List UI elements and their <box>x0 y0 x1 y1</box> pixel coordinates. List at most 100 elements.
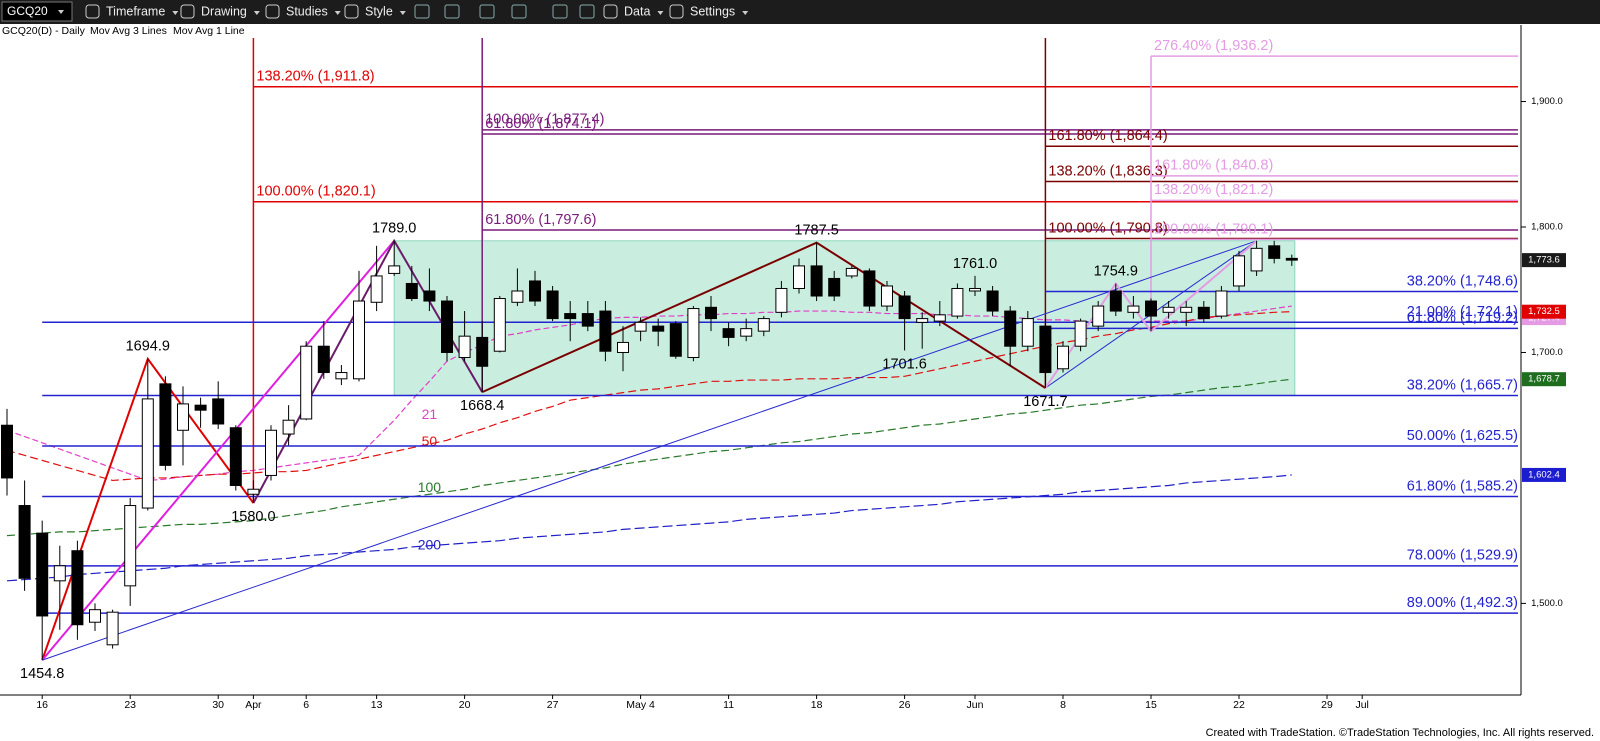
candle-body <box>828 277 841 297</box>
swing-label: 1761.0 <box>953 256 997 272</box>
dropdown-arrow <box>253 11 260 15</box>
swing-label: 1754.9 <box>1094 263 1138 279</box>
swing-label: 1701.6 <box>882 356 926 372</box>
swing-label: 1454.8 <box>20 666 64 682</box>
price-tag <box>1522 372 1566 387</box>
x-tick-label: 16 <box>36 699 48 711</box>
swing-label: 1580.0 <box>231 509 275 525</box>
candle-body <box>282 419 295 435</box>
x-tick-label: 22 <box>1233 699 1245 711</box>
candle-body <box>335 372 348 380</box>
candle-body <box>194 404 207 411</box>
fib-label: 38.20% (1,665.7) <box>1407 377 1518 393</box>
swing-label: 1671.7 <box>1023 394 1067 410</box>
x-tick-label: 6 <box>303 699 309 711</box>
candle-body <box>370 275 383 303</box>
fib-label: 161.80% (1,864.4) <box>1048 128 1167 144</box>
price-tag <box>1522 467 1566 482</box>
fib-label: 100.00% (1,790.8) <box>1048 220 1167 236</box>
dropdown-arrow <box>742 11 749 15</box>
fib-label: 138.20% (1,821.2) <box>1154 182 1273 198</box>
candle-body <box>722 328 735 338</box>
y-tick-label: 1,800.0 <box>1531 222 1563 233</box>
fib-label: 100.00% (1,877.4) <box>485 112 604 128</box>
toolbar-item[interactable]: Style <box>365 4 393 18</box>
candle-body <box>493 298 506 352</box>
fib-label: 100.00% (1,790.1) <box>1154 221 1273 237</box>
candle-body <box>1021 318 1034 347</box>
candle-body <box>740 328 753 337</box>
candle-body <box>388 265 401 274</box>
x-tick-label: 18 <box>811 699 823 711</box>
swing-label: 1789.0 <box>372 221 416 237</box>
toolbar-item[interactable]: Drawing <box>201 4 247 18</box>
candle-body <box>1074 320 1087 347</box>
toolbar-icon <box>479 4 495 19</box>
x-tick-label: 26 <box>899 699 911 711</box>
fib-label: 61.80% (1,719.2) <box>1407 310 1518 326</box>
swing-label: 1668.4 <box>460 398 504 414</box>
candle-body <box>423 290 436 302</box>
candle-body <box>1215 290 1228 317</box>
moving-average-label: 200 <box>418 536 442 552</box>
symbol-box[interactable] <box>1 1 73 22</box>
x-tick-label: Jun <box>967 699 984 711</box>
price-tag-label: 1,732.5 <box>1528 306 1560 317</box>
toolbar-item[interactable]: Studies <box>286 4 328 18</box>
candle-body <box>265 429 277 476</box>
swing-label: 1694.9 <box>126 339 170 355</box>
candle-body <box>898 295 911 320</box>
candle-body <box>141 398 154 509</box>
candle-body <box>845 267 858 277</box>
toolbar-item[interactable]: Timeframe <box>106 4 165 18</box>
footer: Created with TradeStation. ©TradeStation… <box>1206 727 1594 739</box>
dropdown-arrow <box>172 11 179 15</box>
candle-body <box>969 287 981 292</box>
toolbar-icon <box>265 4 280 19</box>
candle-body <box>229 427 242 486</box>
toolbar-icon <box>669 4 684 19</box>
dropdown-arrow <box>399 11 406 15</box>
candle-body <box>1 424 13 479</box>
candle-body <box>1145 300 1157 317</box>
fib-label: 138.20% (1,836.3) <box>1048 163 1167 179</box>
candle-body <box>1250 247 1263 272</box>
toolbar-item[interactable]: Settings <box>690 4 735 18</box>
dropdown-arrow <box>58 10 64 14</box>
candle-body <box>1127 305 1140 313</box>
x-tick-label: Jul <box>1355 699 1368 711</box>
candle-body <box>599 310 612 352</box>
candle-body <box>1092 305 1105 327</box>
candle-body <box>863 270 876 307</box>
fib-label: 100.00% (1,820.1) <box>256 184 375 200</box>
candle-body <box>757 318 770 332</box>
fib-label: 61.80% (1,797.6) <box>485 212 596 228</box>
candle-body <box>1285 257 1298 261</box>
candle-body <box>652 325 665 332</box>
toolbar-icon <box>344 4 359 19</box>
fib-label: 89.00% (1,492.3) <box>1407 595 1518 611</box>
price-tag-label: 1,678.7 <box>1528 374 1560 385</box>
candle-body <box>564 313 577 320</box>
x-tick-label: 30 <box>212 699 224 711</box>
candle-body <box>1109 290 1122 312</box>
fib-label: 61.80% (1,874.1) <box>485 116 596 132</box>
candle-body <box>916 318 929 323</box>
chart-title: GCQ20(D) - Daily <box>2 25 86 37</box>
candle-body <box>212 398 225 425</box>
candle-body <box>986 290 999 312</box>
toolbar-item[interactable]: Data <box>624 4 650 18</box>
symbol[interactable]: GCQ20 <box>7 4 48 18</box>
toolbar-icon <box>552 4 568 19</box>
candle-body <box>1004 310 1017 347</box>
candle-body <box>177 403 189 431</box>
dropdown-arrow <box>657 11 664 15</box>
x-tick-label: 29 <box>1321 699 1333 711</box>
candle-body <box>634 321 647 332</box>
candle-body <box>1233 255 1245 287</box>
fib-label: 161.80% (1,840.8) <box>1154 158 1273 174</box>
toolbar-icon <box>180 4 195 19</box>
price-tag <box>1522 304 1566 319</box>
